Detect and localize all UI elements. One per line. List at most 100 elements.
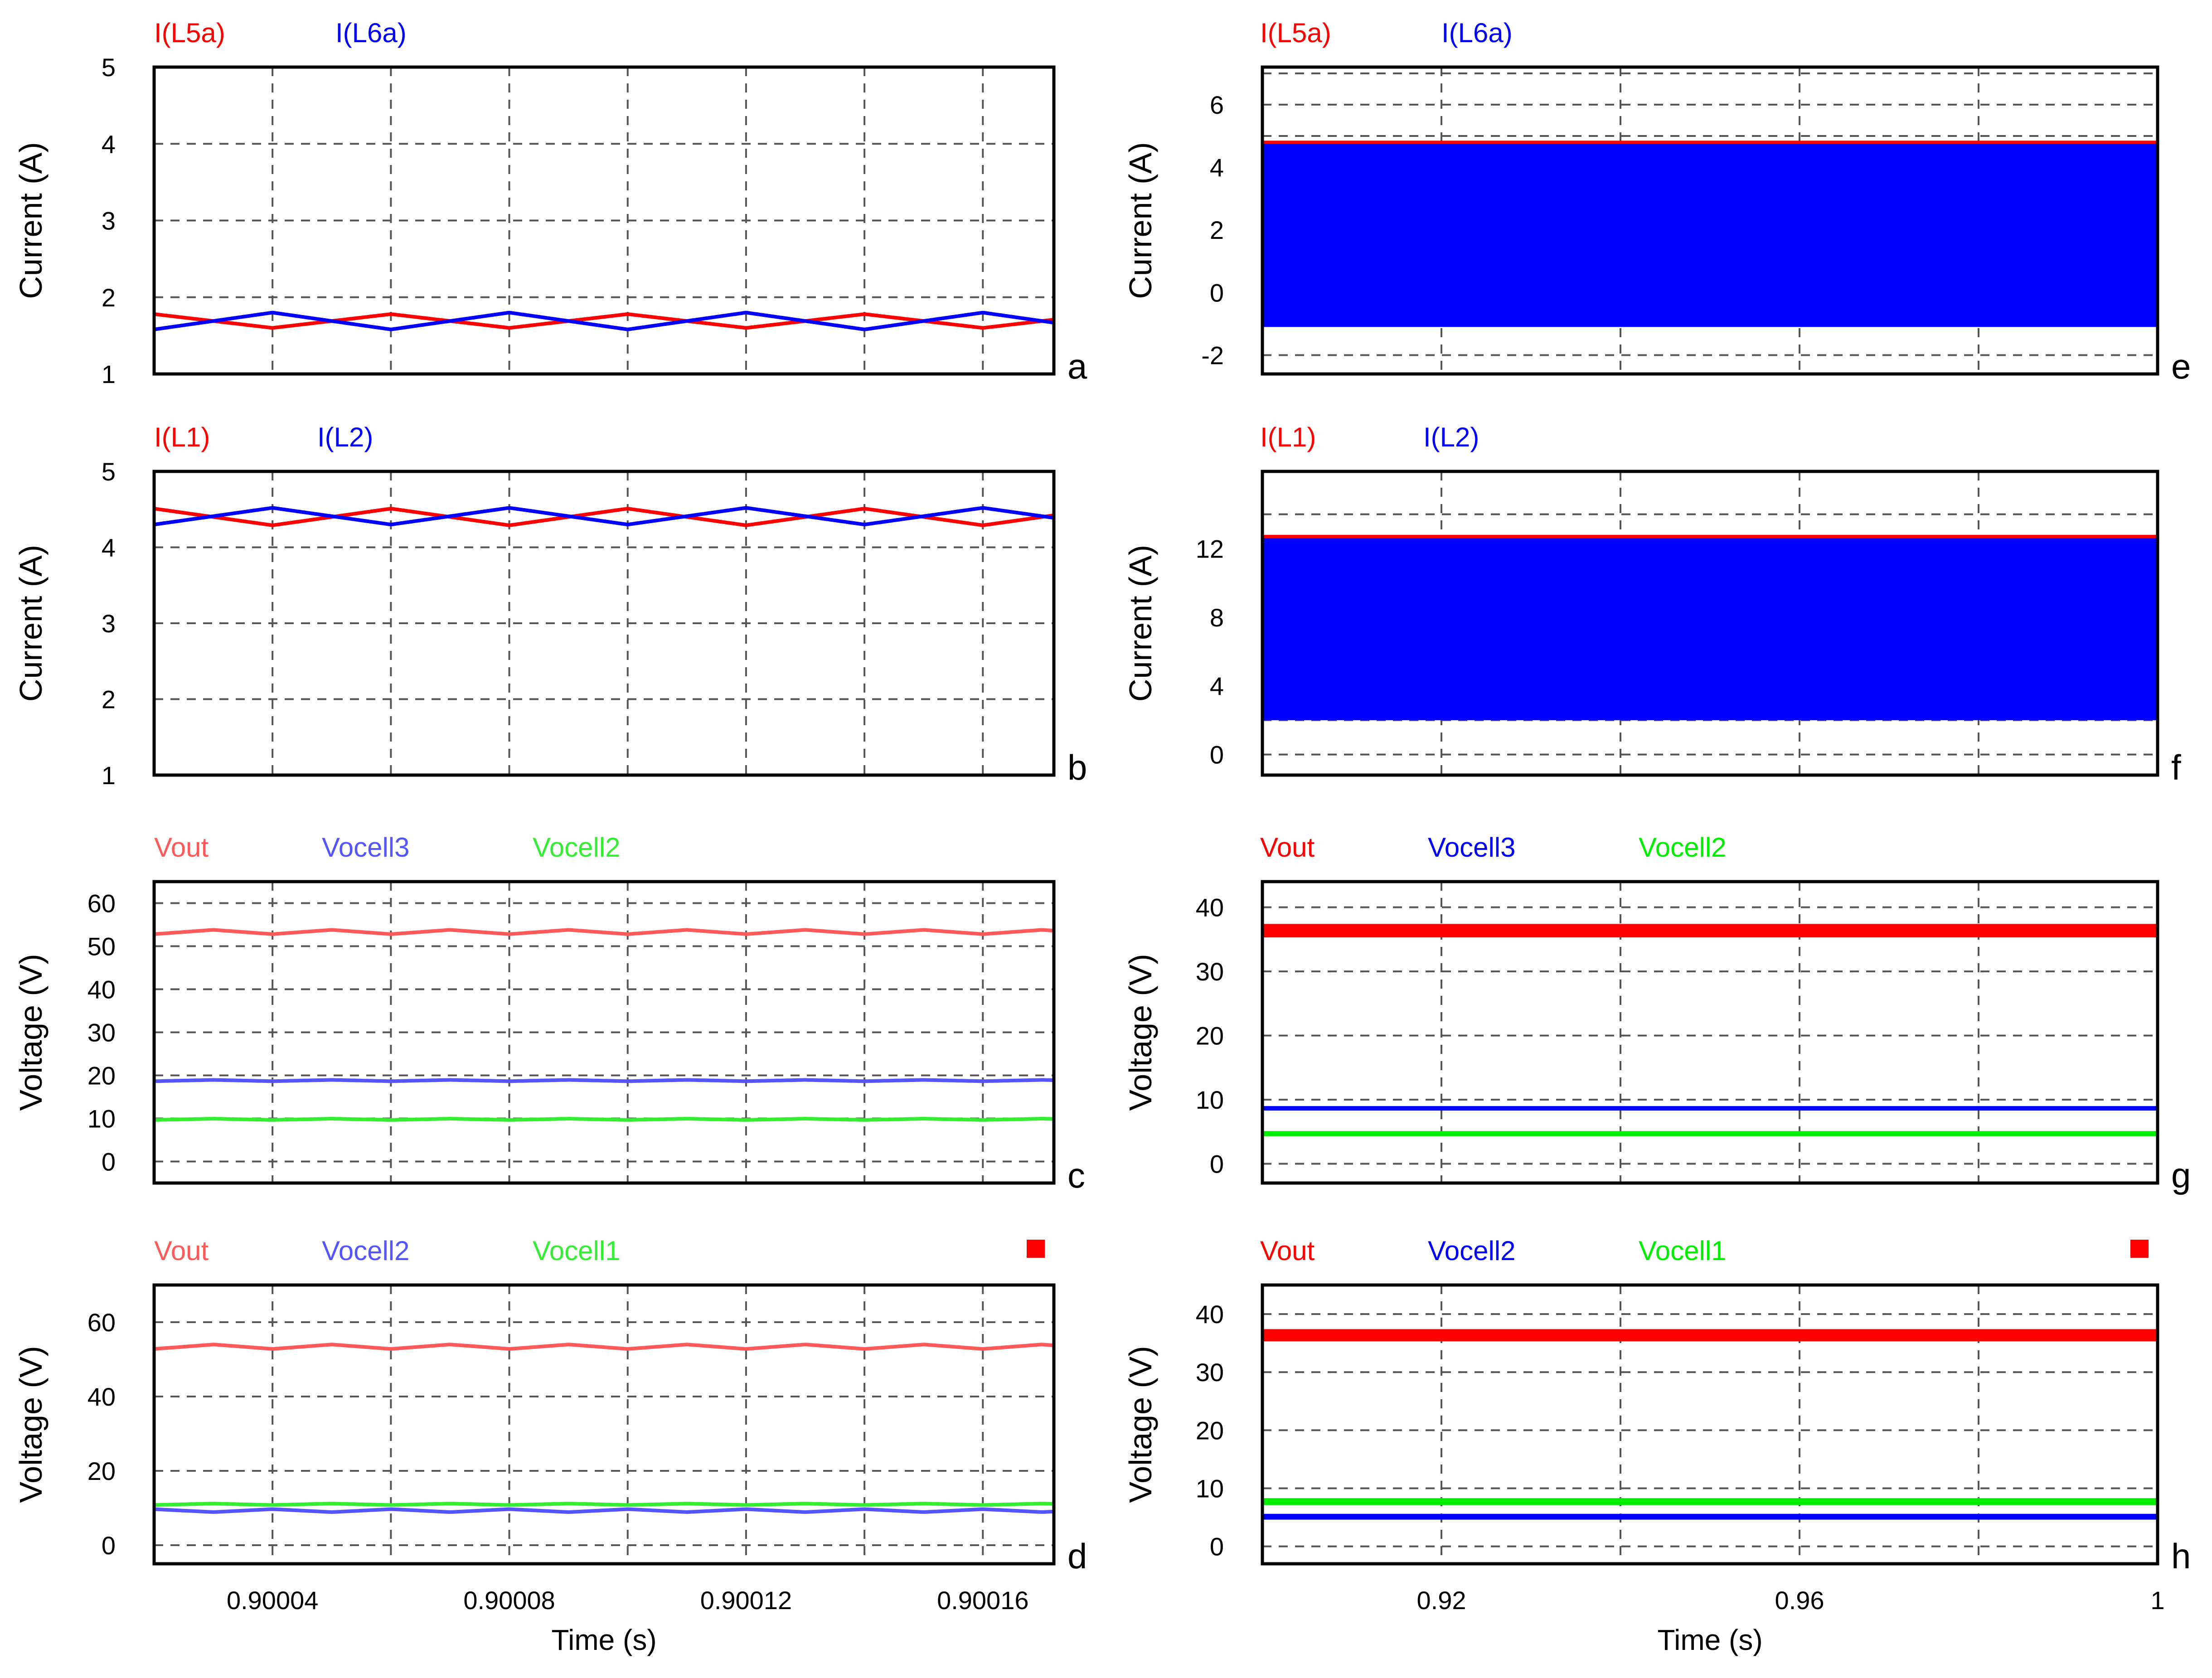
x-tick-label: 0.90008 [463,1586,555,1615]
y-tick-label: 1 [102,360,116,388]
series-line-Vocell2 [154,1117,1054,1122]
legend-entry-Vocell2: Vocell2 [1428,1236,1515,1266]
y-tick-label: 5 [102,457,116,486]
panel-letter: h [2171,1536,2191,1576]
y-axis-label: Voltage (V) [1123,954,1158,1111]
x-tick-label: 0.96 [1775,1586,1824,1615]
series-line-I(L6a) [154,310,1054,331]
chart-panel-g: 0 10 20 30 40 Vout Vocell3 Vocell2 Voltage (V) g [1123,832,2191,1195]
series-band-I(L6a) [1262,144,2158,327]
y-tick-label: 1 [102,761,116,790]
series-band-I(L5a) [1262,141,2158,145]
plot-frame [1261,880,2159,1185]
y-axis-label: Voltage (V) [13,954,49,1111]
series-line-I(L5a) [154,312,1054,330]
chart-panel-b: 1 2 3 4 5 I(L1) I(L2) Current (A) b [13,422,1087,790]
y-tick-label: 10 [1196,1474,1224,1503]
plot-frame [152,1283,1056,1566]
plot-frame [1261,65,2159,376]
panel-letter: a [1067,346,1087,386]
y-axis-label: Current (A) [1123,142,1158,299]
legend-entry-Vocell3: Vocell3 [1428,832,1515,863]
legend-entry-I(L2): I(L2) [317,422,373,452]
y-tick-label: 60 [87,889,116,918]
legend-entry-Vout: Vout [1260,1236,1315,1266]
y-axis-label: Voltage (V) [13,1346,49,1503]
series-band-I(L2) [1262,538,2158,720]
y-tick-label: 3 [102,207,116,235]
legend-entry-Vout: Vout [154,832,209,863]
legend-entry-I(L6a): I(L6a) [1441,18,1513,48]
y-tick-label: 3 [102,609,116,638]
x-axis-left: 0.90004 0.90008 0.90012 0.90016 Time (s) [227,1586,1029,1656]
plot-frame [152,470,1056,777]
y-tick-label: 0 [102,1531,116,1560]
x-axis-label: Time (s) [551,1624,656,1656]
y-tick-label: 8 [1210,603,1224,632]
series-line-Vout [154,928,1054,936]
y-tick-label: 4 [102,130,116,158]
legend-entry-Vocell1: Vocell1 [1639,1236,1726,1266]
panel-letter: g [2171,1155,2191,1195]
y-tick-label: 4 [102,533,116,562]
plot-frame [152,880,1056,1185]
x-tick-label: 0.90012 [700,1586,792,1615]
panel-letter: d [1067,1536,1087,1576]
series-line-I(L2) [154,506,1054,527]
y-tick-label: 30 [87,1018,116,1047]
y-tick-label: 10 [1196,1086,1224,1114]
y-tick-label: 0 [1210,278,1224,307]
legend-entry-I(L5a): I(L5a) [1260,18,1331,48]
chart-panel-f: 0 4 8 12 I(L1) I(L2) Current (A) f [1123,422,2181,787]
x-tick-label: 1 [2150,1586,2164,1615]
series-line-Vocell3 [154,1078,1054,1083]
legend-entry-Vout: Vout [154,1236,209,1266]
y-tick-label: 12 [1196,534,1224,563]
y-tick-label: 0 [102,1148,116,1176]
y-tick-label: 0 [1210,1150,1224,1178]
legend-entry-I(L1): I(L1) [1260,422,1316,452]
y-tick-label: 20 [87,1457,116,1485]
y-tick-label: -2 [1201,341,1224,370]
y-tick-label: 40 [1196,1300,1224,1329]
y-tick-label: 50 [87,932,116,961]
series-band-I(L1) [1262,535,2158,539]
y-tick-label: 30 [1196,1358,1224,1387]
chart-panel-h: 0 10 20 30 40 Vout Vocell2 Vocell1 Voltage (V) h [1123,1236,2191,1576]
legend-entry-Vocell2: Vocell2 [1639,832,1726,863]
series-band-Vout [1262,924,2158,938]
legend-entry-Vocell1: Vocell1 [533,1236,620,1266]
chart-panel-c: 0 10 20 30 40 50 60 Vout Vocell3 Vocell2 Voltage (… [13,832,1085,1195]
y-tick-label: 20 [1196,1022,1224,1050]
series-band-Vocell2 [1262,1513,2158,1520]
y-tick-label: 60 [87,1308,116,1337]
series-line-Vout [154,1343,1054,1351]
chart-panel-a: 1 2 3 4 5 I(L5a) I(L6a) Current (A) a [13,18,1087,388]
x-tick-label: 0.90004 [227,1586,318,1615]
series-band-Vocell3 [1262,1106,2158,1111]
y-axis-label: Current (A) [13,142,49,299]
plot-frame [1261,470,2159,777]
y-axis-label: Current (A) [1123,545,1158,702]
y-axis-label: Voltage (V) [1123,1346,1158,1503]
x-axis-label: Time (s) [1657,1624,1762,1656]
panel-letter: f [2171,747,2181,787]
y-tick-label: 4 [1210,672,1224,700]
y-tick-label: 20 [87,1062,116,1090]
series-line-Vocell2 [154,1507,1054,1514]
y-tick-label: 20 [1196,1416,1224,1445]
legend-entry-I(L5a): I(L5a) [154,18,225,48]
x-tick-label: 0.92 [1417,1586,1466,1615]
plot-frame [152,65,1056,376]
marker-square [2130,1240,2149,1258]
y-tick-label: 40 [87,975,116,1004]
plot-frame [1261,1283,2159,1566]
chart-panel-e: -2 0 2 4 6 I(L5a) I(L6a) Current (A) e [1123,18,2191,386]
series-band-Vocell1 [1262,1498,2158,1505]
legend-entry-Vocell3: Vocell3 [322,832,409,863]
series-band-Vout [1262,1329,2158,1342]
legend-entry-Vocell2: Vocell2 [533,832,620,863]
legend-entry-Vocell2: Vocell2 [322,1236,409,1266]
legend-entry-Vout: Vout [1260,832,1315,863]
y-tick-label: 0 [1210,1533,1224,1561]
